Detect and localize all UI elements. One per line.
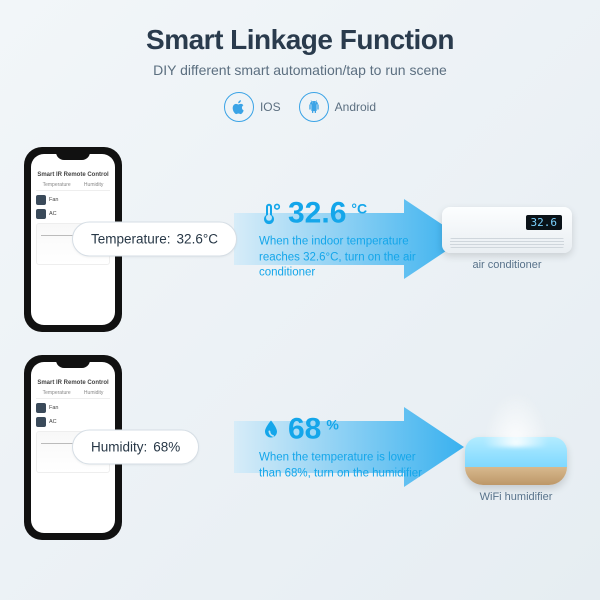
device-label: air conditioner [442, 259, 572, 271]
stat-unit: °C [351, 201, 367, 217]
ac-unit: 32.6 [442, 207, 572, 253]
scene-row-temperature: Smart IR Remote Control Temperature Humi… [24, 144, 576, 334]
screen-tab: Temperature [43, 390, 71, 396]
platform-android: Android [299, 92, 376, 122]
reading-chip-temperature: Temperature: 32.6°C [72, 222, 237, 257]
device-humidifier: WiFi humidifier [460, 391, 572, 503]
screen-title: Smart IR Remote Control [36, 172, 110, 178]
screen-tab: Humidity [84, 390, 103, 396]
scene-description: When the indoor temperature reaches 32.6… [259, 235, 439, 282]
page-title: Smart Linkage Function [24, 24, 576, 56]
droplet-icon [259, 417, 283, 441]
scene-row-humidity: Smart IR Remote Control Temperature Humi… [24, 352, 576, 542]
mist-effect [483, 391, 549, 447]
device-air-conditioner: 32.6 air conditioner [442, 207, 572, 271]
page-subtitle: DIY different smart automation/tap to ru… [24, 62, 576, 78]
screen-item: AC [36, 417, 110, 427]
thermometer-icon [259, 202, 283, 226]
ac-display: 32.6 [526, 215, 563, 230]
scene-stat-block: 68 % When the temperature is lower than … [259, 412, 459, 481]
scene-stat-block: 32.6 °C When the indoor temperature reac… [259, 197, 459, 282]
screen-tab: Humidity [84, 182, 103, 188]
screen-tab: Temperature [43, 182, 71, 188]
platform-ios: IOS [224, 92, 281, 122]
screen-item: Fan [36, 403, 110, 413]
humidifier-unit [460, 391, 572, 485]
reading-chip-humidity: Humidity: 68% [72, 430, 199, 465]
screen-tabs: Temperature Humidity [36, 390, 110, 399]
screen-item: Fan [36, 195, 110, 205]
scene-description: When the temperature is lower than 68%, … [259, 450, 439, 481]
platform-badges: IOS Android [24, 92, 576, 122]
chip-value: 32.6°C [177, 232, 218, 247]
chip-value: 68% [153, 440, 180, 455]
screen-item: AC [36, 209, 110, 219]
platform-android-label: Android [335, 100, 376, 114]
screen-tabs: Temperature Humidity [36, 182, 110, 191]
stat-value: 32.6 [288, 197, 346, 231]
chip-label: Temperature: [91, 232, 171, 247]
device-label: WiFi humidifier [460, 491, 572, 503]
stat-unit: % [326, 416, 338, 432]
chip-label: Humidity: [91, 440, 147, 455]
android-icon [299, 92, 329, 122]
screen-title: Smart IR Remote Control [36, 380, 110, 386]
stat-value: 68 [288, 412, 321, 446]
apple-icon [224, 92, 254, 122]
platform-ios-label: IOS [260, 100, 281, 114]
